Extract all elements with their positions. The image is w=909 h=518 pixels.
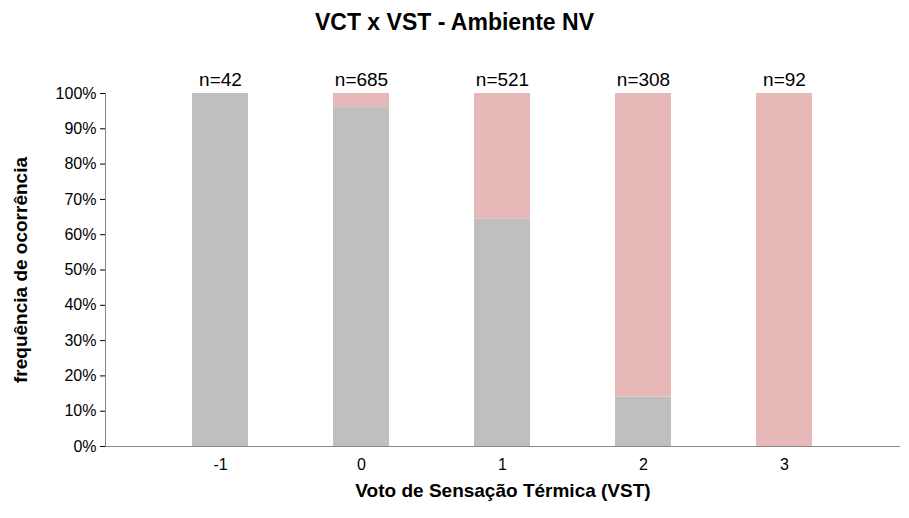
svg-text:60%: 60% xyxy=(64,226,96,243)
svg-text:n=685: n=685 xyxy=(335,69,388,90)
svg-text:frequência de ocorrência: frequência de ocorrência xyxy=(10,157,31,383)
svg-text:n=521: n=521 xyxy=(476,69,529,90)
svg-text:0%: 0% xyxy=(73,438,96,455)
svg-text:100%: 100% xyxy=(56,85,97,102)
svg-text:90%: 90% xyxy=(64,120,96,137)
svg-text:0: 0 xyxy=(357,456,366,473)
svg-text:1: 1 xyxy=(498,456,507,473)
svg-text:30%: 30% xyxy=(64,332,96,349)
svg-text:Voto de Sensação Térmica (VST): Voto de Sensação Térmica (VST) xyxy=(355,480,650,501)
svg-text:40%: 40% xyxy=(64,296,96,313)
svg-text:n=308: n=308 xyxy=(617,69,670,90)
svg-text:2: 2 xyxy=(639,456,648,473)
svg-text:-1: -1 xyxy=(213,456,227,473)
svg-text:n=92: n=92 xyxy=(763,69,806,90)
svg-text:20%: 20% xyxy=(64,367,96,384)
svg-text:80%: 80% xyxy=(64,155,96,172)
svg-text:n=42: n=42 xyxy=(199,69,242,90)
svg-text:3: 3 xyxy=(780,456,789,473)
svg-text:70%: 70% xyxy=(64,191,96,208)
svg-text:10%: 10% xyxy=(64,402,96,419)
svg-text:50%: 50% xyxy=(64,261,96,278)
html-text:VCT x VST - Ambiente NV: VCT x VST - Ambiente NV xyxy=(315,9,594,35)
